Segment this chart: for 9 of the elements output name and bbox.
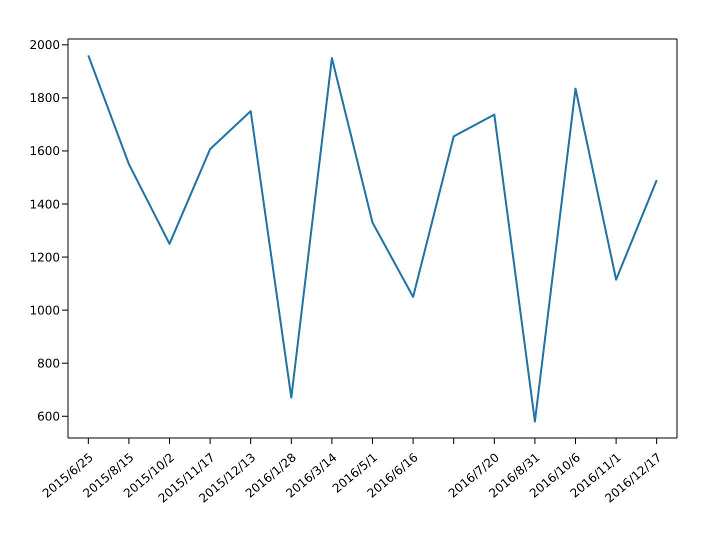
- y-tick-label: 1200: [29, 250, 60, 264]
- y-tick-label: 1000: [29, 303, 60, 318]
- y-tick-label: 800: [37, 356, 60, 370]
- y-tick-label: 1600: [29, 144, 60, 158]
- y-tick-label: 2000: [29, 38, 60, 52]
- line-series: [87, 54, 658, 423]
- y-tick-label: 1800: [29, 91, 60, 106]
- y-tick-label: 1400: [29, 197, 60, 212]
- y-tick-label: 600: [37, 410, 60, 424]
